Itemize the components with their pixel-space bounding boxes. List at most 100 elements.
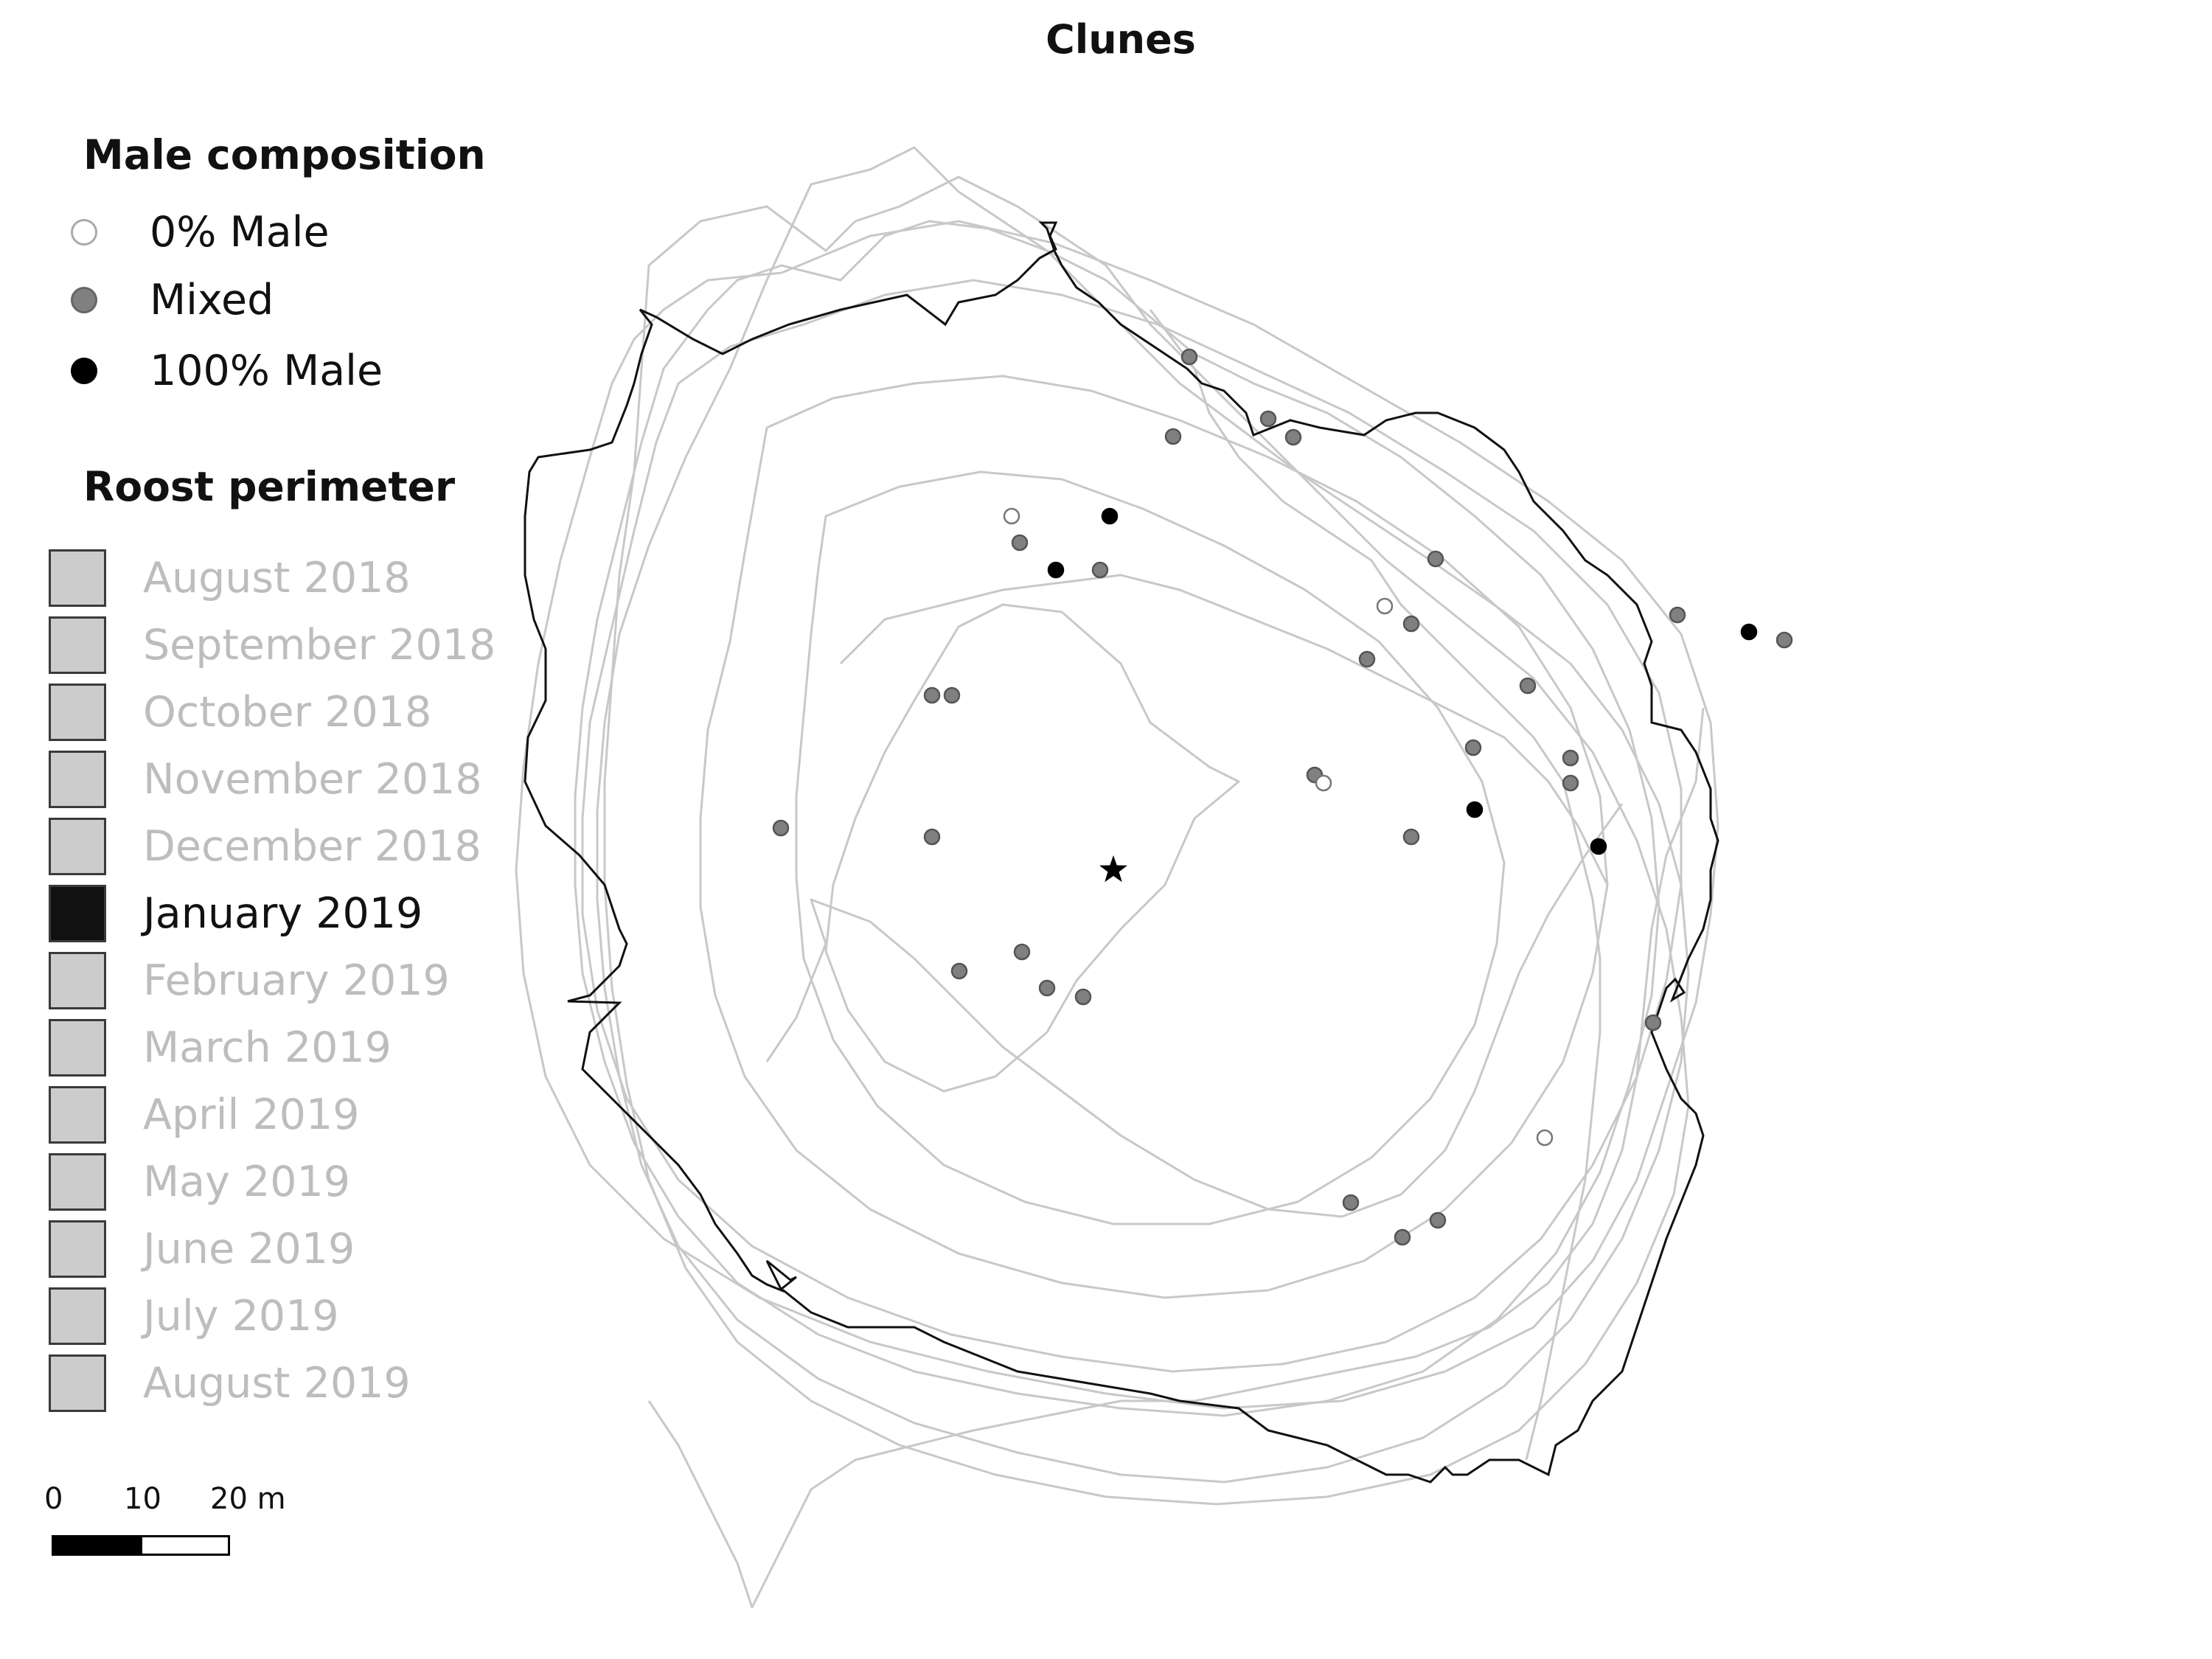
roost-point	[1562, 749, 1579, 767]
roost-point	[1775, 631, 1793, 649]
roost-point	[1038, 979, 1056, 997]
legend-month-7: March 2019	[49, 1019, 565, 1079]
month-swatch	[49, 885, 106, 942]
legend-month-1: September 2018	[49, 616, 565, 677]
month-label: March 2019	[143, 1023, 392, 1072]
month-swatch	[49, 1153, 106, 1211]
roost-point	[1402, 828, 1420, 846]
legend-label: 0% Male	[150, 208, 330, 257]
month-swatch	[49, 1220, 106, 1278]
inactive-perimeters	[515, 146, 1719, 1609]
legend-month-11: July 2019	[49, 1287, 565, 1348]
roost-point	[950, 962, 968, 980]
perimeter-august-2019	[839, 574, 1609, 886]
month-label: October 2018	[143, 688, 432, 737]
roost-point	[923, 828, 941, 846]
roost-map	[515, 146, 1793, 1609]
legend-month-6: February 2019	[49, 952, 565, 1012]
perimeter-january-2019	[524, 221, 1719, 1484]
roost-point	[1536, 1129, 1554, 1147]
month-swatch	[49, 684, 106, 741]
roost-point	[1101, 507, 1119, 525]
roost-point	[1284, 428, 1302, 446]
roost-point	[1259, 410, 1277, 428]
white-dot-icon	[71, 219, 97, 246]
perimeter-june-2019	[765, 803, 1624, 1218]
roost-point	[1562, 774, 1579, 792]
legend-item-0-male: 0% Male	[66, 206, 509, 258]
roost-point	[1342, 1194, 1360, 1211]
roost-point	[1429, 1211, 1447, 1229]
month-swatch	[49, 1086, 106, 1144]
scale-segment-black	[52, 1535, 140, 1556]
roost-point	[1394, 1228, 1411, 1246]
month-swatch	[49, 751, 106, 808]
legend-month-0: August 2018	[49, 549, 565, 610]
perimeter-march-2019	[574, 220, 1660, 1417]
month-label: August 2018	[143, 554, 411, 602]
roost-point	[1358, 650, 1376, 668]
scale-tick-0: 0	[44, 1482, 63, 1516]
roost-point	[1669, 606, 1686, 624]
legend-month-8: April 2019	[49, 1086, 565, 1147]
perimeter-april-2019	[596, 146, 1690, 1484]
roost-point	[1466, 801, 1484, 818]
legend-month-3: November 2018	[49, 751, 565, 811]
perimeter-september-2018	[581, 279, 1683, 1373]
legend-month-12: August 2019	[49, 1354, 565, 1415]
month-label: September 2018	[143, 621, 496, 669]
roost-point	[1315, 774, 1332, 792]
roost-point	[772, 819, 790, 837]
month-label: June 2019	[143, 1225, 355, 1273]
legend-label: Mixed	[150, 276, 274, 324]
legend-month-10: June 2019	[49, 1220, 565, 1281]
roost-point	[1427, 550, 1444, 568]
legend-item-mixed: Mixed	[66, 274, 509, 326]
map-title: Clunes	[1046, 16, 1196, 63]
perimeter-may-2019	[647, 707, 1705, 1609]
scale-segment-white	[140, 1535, 230, 1556]
month-label: December 2018	[143, 822, 481, 871]
grey-dot-icon	[71, 287, 97, 313]
roost-point	[1047, 561, 1065, 579]
scale-tick-10: 10	[124, 1482, 161, 1516]
roost-point	[1003, 507, 1020, 525]
month-label: November 2018	[143, 755, 482, 804]
perimeter-december-2018	[824, 603, 1240, 1093]
perimeter-october-2018	[699, 375, 1609, 1299]
roost-points	[772, 348, 1793, 1246]
roost-point	[1011, 534, 1029, 552]
perimeter-february-2019	[603, 175, 1690, 1506]
month-label: February 2019	[143, 956, 450, 1005]
month-swatch	[49, 616, 106, 674]
month-swatch	[49, 549, 106, 607]
scale-bar: 0 10 20 m	[44, 1482, 310, 1578]
month-label: April 2019	[143, 1091, 360, 1139]
month-label: January 2019	[143, 889, 423, 938]
roost-point	[923, 686, 941, 704]
roost-point	[1013, 943, 1031, 961]
month-label: August 2019	[143, 1359, 411, 1408]
roost-point	[1376, 597, 1394, 615]
month-label: May 2019	[143, 1158, 351, 1206]
roost-point	[1164, 428, 1182, 445]
roost-point	[1590, 838, 1607, 855]
roost-point	[1464, 739, 1482, 757]
legend-item-100-male: 100% Male	[66, 345, 509, 397]
legend-month-9: May 2019	[49, 1153, 565, 1214]
black-dot-icon	[71, 358, 97, 384]
legend-month-4: December 2018	[49, 818, 565, 878]
legend-month-2: October 2018	[49, 684, 565, 744]
roost-point	[1740, 623, 1758, 641]
legend-label: 100% Male	[150, 347, 383, 395]
month-label: July 2019	[143, 1292, 339, 1340]
month-swatch	[49, 1019, 106, 1077]
roost-point	[1091, 561, 1109, 579]
roost-point	[1180, 348, 1198, 366]
perimeter-july-2019	[1149, 309, 1601, 1461]
scale-tick-20: 20 m	[210, 1482, 286, 1516]
roost-point	[943, 686, 961, 704]
roost-point	[1074, 988, 1092, 1006]
roost-point	[1402, 615, 1420, 633]
month-swatch	[49, 818, 106, 875]
